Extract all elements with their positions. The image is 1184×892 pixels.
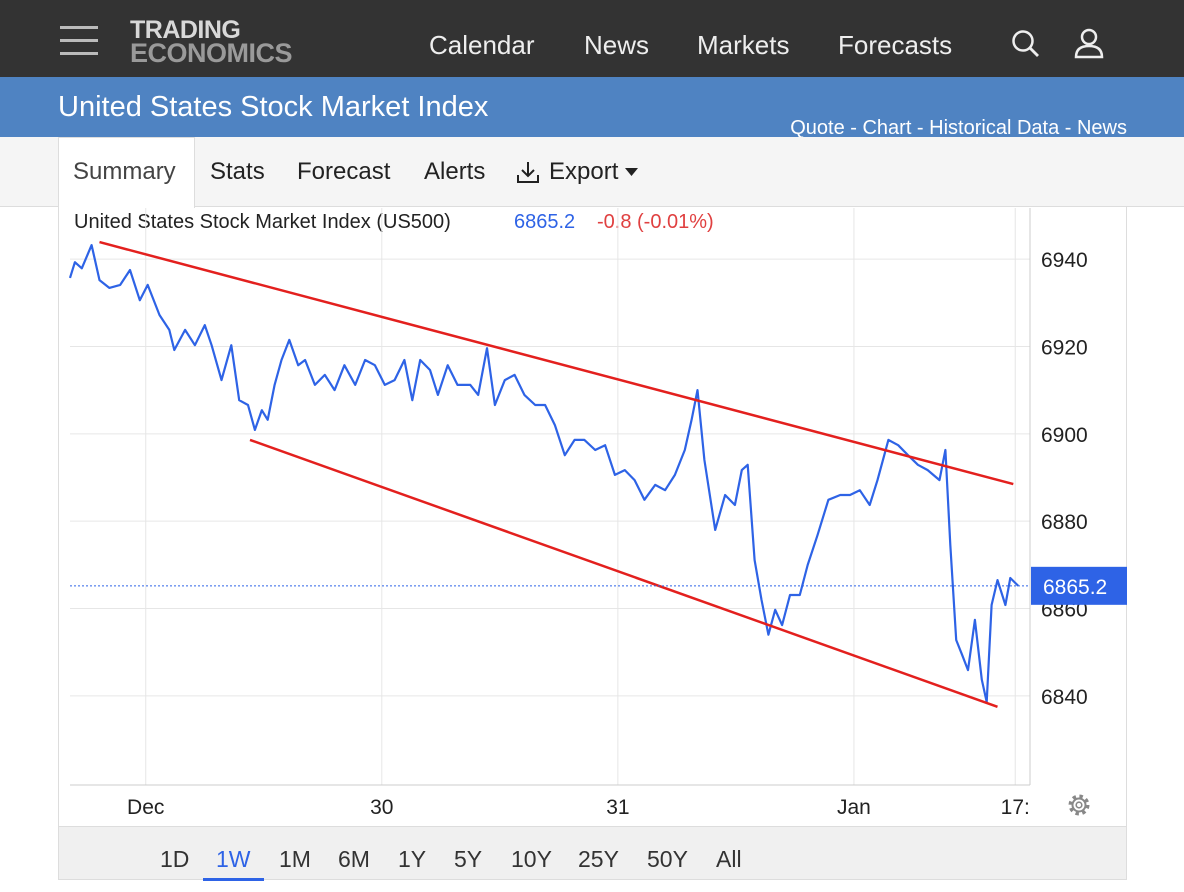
price-line (68, 244, 1019, 704)
y-tick-label: 6940 (1041, 249, 1088, 272)
y-tick-label: 6900 (1041, 424, 1088, 447)
search-icon[interactable] (1010, 28, 1042, 60)
title-bar (0, 77, 1184, 137)
x-tick-label: Jan (837, 796, 871, 819)
dropdown-caret[interactable] (625, 168, 639, 178)
range-button[interactable]: 25Y (578, 846, 619, 872)
logo-top[interactable]: TRADING (130, 16, 241, 44)
separator: - (844, 117, 863, 139)
trend-line (249, 438, 998, 708)
active-tab-bg (58, 137, 195, 208)
change: -0.8 (-0.01%) (597, 211, 714, 233)
nav-link[interactable]: News (584, 30, 650, 60)
nav-link[interactable]: Calendar (429, 30, 535, 60)
nav-link[interactable]: Forecasts (838, 30, 953, 60)
trend-line (99, 240, 1014, 486)
last-value-box (1031, 566, 1127, 605)
range-row (58, 826, 1127, 880)
chart-frame (58, 207, 1127, 826)
page-title: United States Stock Market Index (58, 91, 489, 123)
quick-link[interactable]: Chart (862, 117, 912, 139)
tab[interactable]: Forecast (297, 158, 391, 185)
quick-link[interactable]: Historical Data (929, 117, 1060, 139)
tab-row (0, 137, 1184, 207)
x-tick-label: 31 (606, 796, 629, 819)
tab[interactable]: Alerts (424, 158, 486, 185)
range-button[interactable]: 1W (203, 846, 264, 881)
range-button[interactable]: All (716, 846, 742, 872)
quick-links: Quote - Chart - Historical Data - News (779, 94, 1127, 140)
top-bar (0, 0, 1184, 77)
last-value: 6865.2 (514, 211, 575, 233)
range-button[interactable]: 6M (338, 846, 370, 872)
tab[interactable]: Export (549, 158, 619, 185)
range-button[interactable]: 1M (279, 846, 311, 872)
x-tick-label: 17: (1001, 796, 1030, 819)
separator: - (911, 117, 930, 139)
menu-icon[interactable] (60, 26, 100, 56)
y-tick-label: 6880 (1041, 511, 1088, 534)
y-tick-label: 6920 (1041, 336, 1088, 359)
range-button[interactable]: 1Y (398, 846, 427, 872)
tab[interactable]: Summary (73, 158, 176, 185)
export-icon[interactable] (516, 160, 542, 186)
range-button[interactable]: 10Y (511, 846, 552, 872)
range-button[interactable]: 50Y (647, 846, 688, 872)
series-name: United States Stock Market Index (US500) (74, 211, 451, 233)
user-icon[interactable] (1073, 28, 1105, 60)
settings-icon[interactable] (1068, 794, 1090, 816)
x-tick-label: Dec (127, 796, 164, 819)
tab[interactable]: Stats (210, 158, 265, 185)
chart: United States Stock Market Index (US500)… (68, 208, 1127, 819)
quick-link[interactable]: Quote (790, 117, 845, 139)
nav-link[interactable]: Markets (697, 30, 790, 60)
range-button[interactable]: 5Y (454, 846, 483, 872)
x-tick-label: 30 (370, 796, 393, 819)
separator: - (1059, 117, 1077, 139)
range-button[interactable]: 1D (160, 846, 190, 872)
logo-bottom[interactable]: ECONOMICS (130, 38, 293, 68)
last-value-label: 6865.2 (1043, 576, 1107, 599)
y-tick-label: 6840 (1041, 686, 1088, 709)
quick-link[interactable]: News (1076, 117, 1127, 139)
